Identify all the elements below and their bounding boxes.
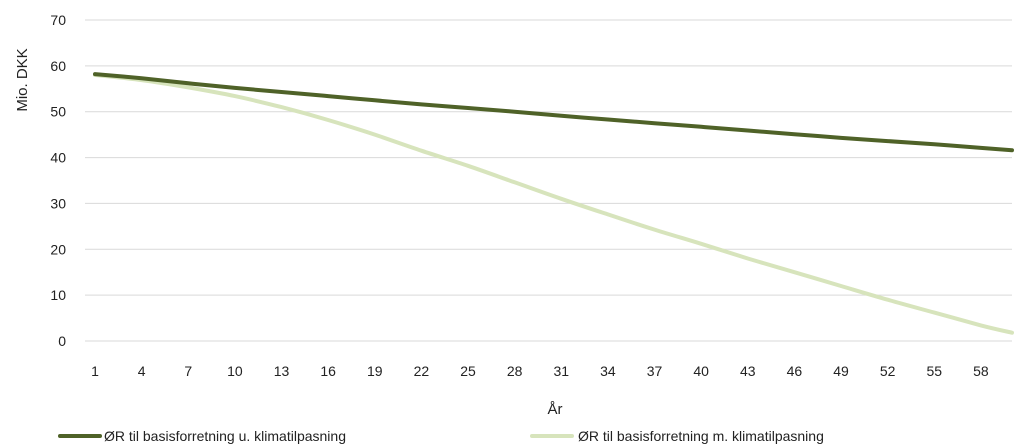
x-tick-label: 25	[460, 363, 476, 379]
y-tick-label: 30	[50, 195, 66, 211]
x-tick-label: 43	[740, 363, 756, 379]
x-tick-label: 37	[647, 363, 663, 379]
y-tick-label: 60	[50, 58, 66, 74]
x-tick-label: 28	[507, 363, 523, 379]
series-lines	[93, 72, 1014, 335]
y-axis-ticks: 0 10 20 30 40 50 60 70	[50, 12, 66, 349]
y-tick-label: 10	[50, 287, 66, 303]
x-tick-label: 55	[926, 363, 942, 379]
x-axis-ticks: 1 4 7 10 13 16 19 22 25 28 31 34 37 40 43 46 49 52 55 58	[91, 363, 989, 379]
x-tick-label: 4	[138, 363, 146, 379]
x-axis-title: År	[548, 401, 563, 418]
x-tick-label: 52	[880, 363, 896, 379]
x-tick-label: 10	[227, 363, 243, 379]
y-tick-label: 0	[58, 333, 66, 349]
x-tick-label: 34	[600, 363, 616, 379]
gridlines	[85, 19, 1012, 342]
x-tick-label: 46	[787, 363, 803, 379]
series-line-1	[93, 72, 1014, 153]
legend: ØR til basisforretning u. klimatilpasnin…	[58, 428, 824, 444]
x-tick-label: 22	[414, 363, 430, 379]
legend-label-series-2: ØR til basisforretning m. klimatilpasnin…	[578, 428, 824, 444]
x-tick-label: 58	[973, 363, 989, 379]
x-tick-label: 1	[91, 363, 99, 379]
y-tick-label: 50	[50, 104, 66, 120]
y-tick-label: 40	[50, 150, 66, 166]
x-tick-label: 16	[320, 363, 336, 379]
y-tick-label: 70	[50, 12, 66, 28]
x-tick-label: 19	[367, 363, 383, 379]
y-axis-title: Mio. DKK	[14, 48, 31, 111]
x-tick-label: 7	[184, 363, 192, 379]
series-line-2	[93, 73, 1014, 335]
legend-label-series-1: ØR til basisforretning u. klimatilpasnin…	[104, 428, 346, 444]
x-tick-label: 40	[693, 363, 709, 379]
x-tick-label: 31	[553, 363, 569, 379]
x-tick-label: 49	[833, 363, 849, 379]
y-tick-label: 20	[50, 241, 66, 257]
x-tick-label: 13	[274, 363, 290, 379]
